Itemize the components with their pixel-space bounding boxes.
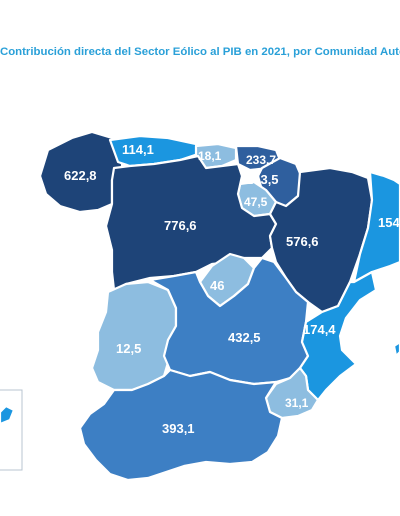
label-valencia: 174,4 xyxy=(303,322,336,337)
region-valencia[interactable] xyxy=(298,270,378,402)
label-navarra: 243,5 xyxy=(246,172,279,187)
region-baleares-fragment xyxy=(392,340,400,358)
map-title: Contribución directa del Sector Eólico a… xyxy=(0,46,400,58)
label-madrid: 46 xyxy=(210,278,224,293)
region-cataluna[interactable] xyxy=(352,170,400,284)
label-asturias: 114,1 xyxy=(122,142,154,157)
label-pais-vasco: 233,7 xyxy=(246,153,276,167)
region-canarias-fragment xyxy=(0,404,16,426)
label-aragon: 576,6 xyxy=(286,234,319,249)
region-andalucia[interactable] xyxy=(78,368,284,482)
label-murcia: 31,1 xyxy=(285,396,309,410)
label-cantabria: 18,1 xyxy=(198,149,222,163)
region-extremadura[interactable] xyxy=(90,280,178,392)
label-andalucia: 393,1 xyxy=(162,421,195,436)
label-la-rioja: 47,5 xyxy=(244,195,268,209)
label-cataluna: 154 xyxy=(378,215,400,230)
label-castilla-leon: 776,6 xyxy=(164,218,197,233)
label-extremadura: 12,5 xyxy=(116,341,141,356)
canarias-inset-frame xyxy=(0,389,23,471)
label-castilla-mancha: 432,5 xyxy=(228,330,261,345)
label-galicia: 622,8 xyxy=(64,168,97,183)
